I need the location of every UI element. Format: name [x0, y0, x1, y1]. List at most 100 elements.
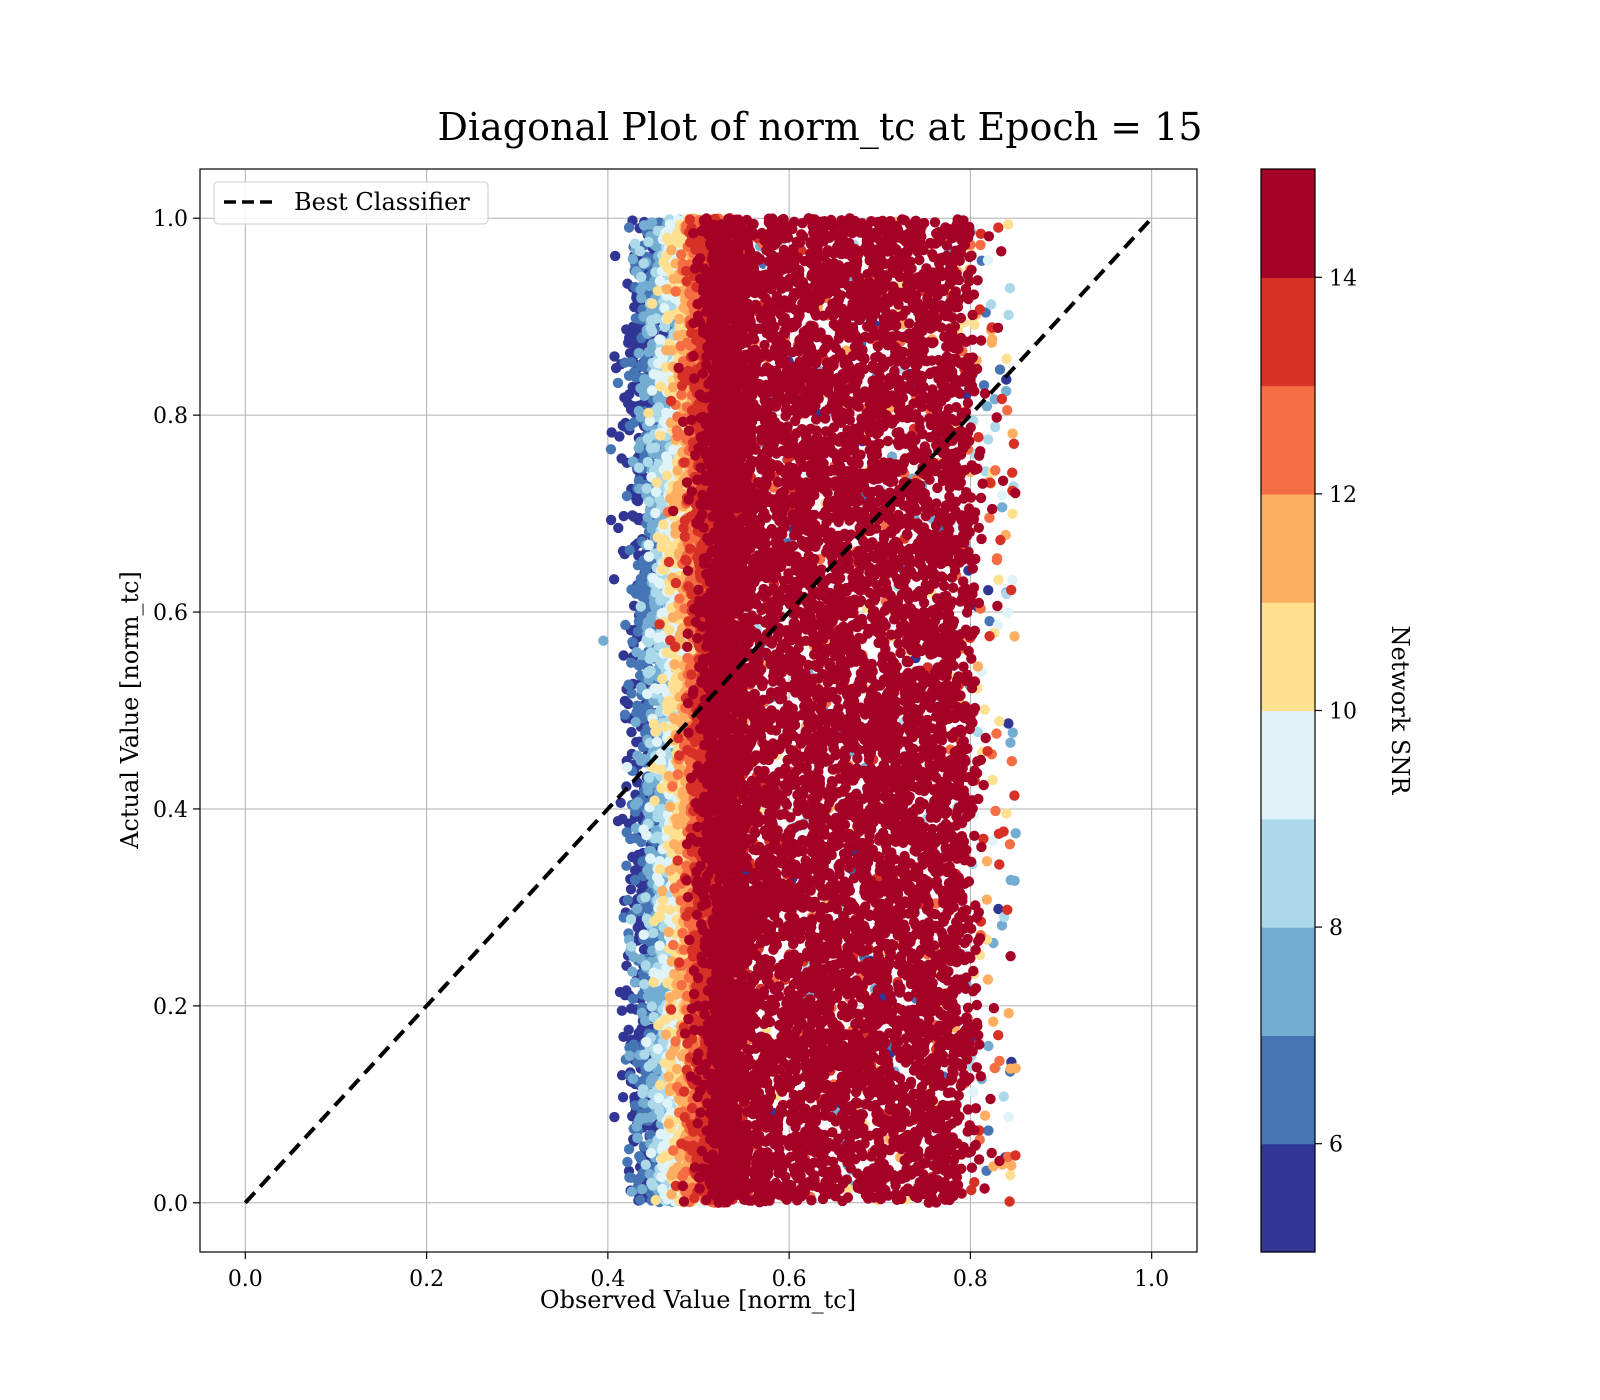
scatter-point	[609, 574, 619, 584]
scatter-point	[639, 930, 649, 940]
scatter-point	[620, 620, 630, 630]
scatter-point	[1003, 608, 1013, 618]
scatter-point	[624, 222, 634, 232]
scatter-point	[634, 660, 644, 670]
scatter-point	[639, 258, 649, 268]
scatter-point	[646, 1178, 656, 1188]
scatter-point	[643, 237, 653, 247]
scatter-point	[638, 824, 648, 834]
scatter-point	[654, 1093, 664, 1103]
scatter-point	[644, 347, 654, 357]
scatter-point	[621, 861, 631, 871]
scatter-point	[983, 434, 993, 444]
scatter-point	[634, 348, 644, 358]
scatter-point	[632, 904, 642, 914]
scatter-point	[615, 987, 625, 997]
scatter-point	[654, 876, 664, 886]
scatter-point	[641, 960, 651, 970]
scatter-point	[968, 1087, 978, 1097]
scatter-point	[619, 392, 629, 402]
scatter-points	[598, 213, 1021, 1208]
scatter-point	[1011, 828, 1021, 838]
scatter-point	[645, 666, 655, 676]
scatter-point	[635, 1195, 645, 1205]
scatter-point	[636, 601, 646, 611]
scatter-point	[630, 833, 640, 843]
scatter-point	[633, 797, 643, 807]
scatter-point	[655, 1080, 665, 1090]
scatter-point	[622, 762, 632, 772]
scatter-point	[634, 581, 644, 591]
scatter-point	[647, 315, 657, 325]
scatter-point	[1003, 718, 1013, 728]
scatter-point	[652, 737, 662, 747]
scatter-point	[1007, 509, 1017, 519]
scatter-point	[621, 324, 631, 334]
scatter-point	[1007, 575, 1017, 585]
scatter-point	[980, 705, 990, 715]
scatter-point	[606, 515, 616, 525]
scatter-point	[648, 573, 658, 583]
scatter-point	[626, 941, 636, 951]
scatter-point	[1001, 354, 1011, 364]
scatter-point	[631, 495, 641, 505]
scatter-point	[997, 502, 1007, 512]
scatter-point	[634, 1028, 644, 1038]
scatter-point	[624, 1144, 634, 1154]
scatter-point	[633, 626, 643, 636]
scatter-point	[609, 1112, 619, 1122]
scatter-point	[995, 364, 1005, 374]
scatter-point	[627, 966, 637, 976]
scatter-point	[1003, 310, 1013, 320]
scatter-point	[628, 254, 638, 264]
scatter-point	[653, 1044, 663, 1054]
scatter-point	[617, 1006, 627, 1016]
scatter-point	[651, 1195, 661, 1205]
scatter-point	[640, 1113, 650, 1123]
scatter-point	[626, 914, 636, 924]
scatter-point	[640, 892, 650, 902]
scatter-point	[619, 511, 629, 521]
scatter-point	[631, 717, 641, 727]
scatter-point	[625, 545, 635, 555]
scatter-point	[609, 351, 619, 361]
scatter-point	[598, 636, 608, 646]
scatter-point	[636, 293, 646, 303]
scatter-point	[647, 326, 657, 336]
scatter-point	[629, 512, 639, 522]
scatter-point	[643, 637, 653, 647]
scatter-point	[628, 994, 638, 1004]
scatter-point	[1005, 738, 1015, 748]
scatter-point	[630, 977, 640, 987]
scatter-point	[983, 1041, 993, 1051]
scatter-point	[650, 727, 660, 737]
scatter-point	[655, 276, 665, 286]
scatter-point	[994, 716, 1004, 726]
scatter-point	[626, 1003, 636, 1013]
scatter-point	[639, 220, 649, 230]
scatter-point	[626, 884, 636, 894]
scatter-point	[641, 483, 651, 493]
scatter-point	[613, 378, 623, 388]
scatter-point	[638, 1098, 648, 1108]
scatter-point	[623, 895, 633, 905]
scatter-point	[988, 775, 998, 785]
scatter-point	[647, 299, 657, 309]
scatter-point	[620, 710, 630, 720]
scatter-point	[622, 491, 632, 501]
scatter-point	[1008, 728, 1018, 738]
scatter-point	[662, 1098, 672, 1108]
scatter-point	[637, 1184, 647, 1194]
scatter-point	[658, 683, 668, 693]
scatter-point	[983, 585, 993, 595]
scatter-point	[626, 357, 636, 367]
scatter-point	[654, 941, 664, 951]
scatter-point	[616, 798, 626, 808]
scatter-point	[627, 637, 637, 647]
scatter-point	[652, 477, 662, 487]
scatter-point	[997, 490, 1007, 500]
scatter-point	[624, 1051, 634, 1061]
scatter-point	[628, 1074, 638, 1084]
scatter-point	[645, 654, 655, 664]
scatter-point	[618, 650, 628, 660]
